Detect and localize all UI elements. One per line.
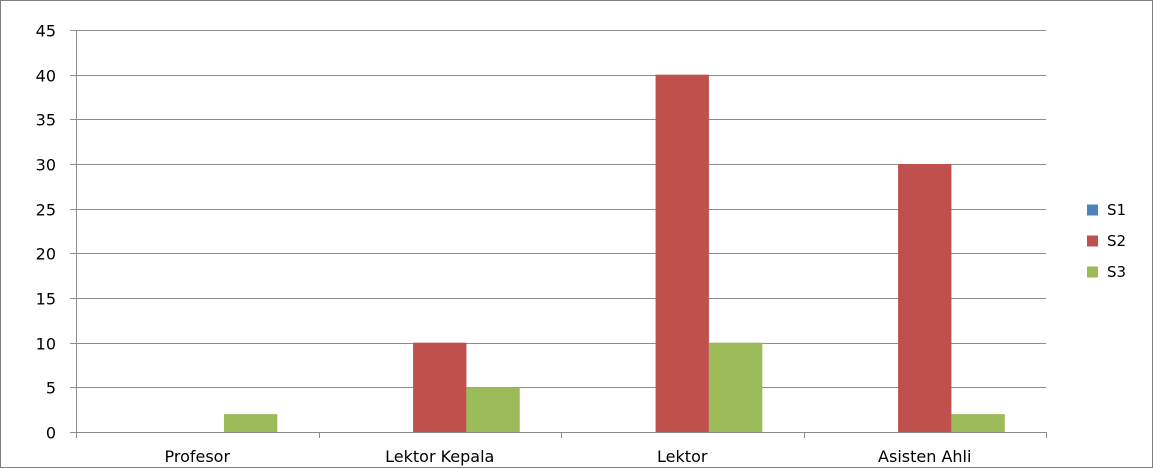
y-tick-label: 0 <box>46 424 56 443</box>
legend-swatch-s3 <box>1087 266 1098 278</box>
legend: S1 S2 S3 <box>1087 201 1126 281</box>
bar-s3-1 <box>466 387 520 432</box>
y-tick-label: 35 <box>36 111 56 130</box>
bar-s3-3 <box>951 414 1005 432</box>
x-tick-label: Lektor Kepala <box>385 447 494 466</box>
y-tick-label: 45 <box>36 22 56 41</box>
bar-s2-1 <box>413 342 467 432</box>
y-tick-label: 30 <box>36 156 56 175</box>
y-tick-label: 20 <box>36 245 56 264</box>
y-tick-label: 40 <box>36 67 56 86</box>
y-tick-label: 15 <box>36 290 56 309</box>
x-tick-label: Asisten Ahli <box>878 447 971 466</box>
bar-s3-2 <box>708 342 763 432</box>
bar-s2-2 <box>655 74 709 433</box>
bars <box>223 74 1005 433</box>
y-tick-label: 5 <box>46 379 56 398</box>
x-tick-label: Profesor <box>164 447 230 466</box>
legend-label-s2: S2 <box>1107 232 1126 250</box>
legend-label-s3: S3 <box>1107 263 1126 281</box>
axes: 0 5 10 15 20 25 30 35 40 45 Profesor Lektor Kepala L… <box>36 22 1047 466</box>
bar-s3-0 <box>223 414 278 432</box>
gridlines <box>76 30 1046 388</box>
y-tick-label: 25 <box>36 201 56 220</box>
legend-swatch-s1 <box>1087 204 1098 216</box>
legend-label-s1: S1 <box>1107 201 1126 219</box>
y-tick-label: 10 <box>36 335 56 354</box>
bar-s2-3 <box>898 164 952 432</box>
x-tick-label: Lektor <box>657 447 708 466</box>
legend-swatch-s2 <box>1087 235 1098 247</box>
